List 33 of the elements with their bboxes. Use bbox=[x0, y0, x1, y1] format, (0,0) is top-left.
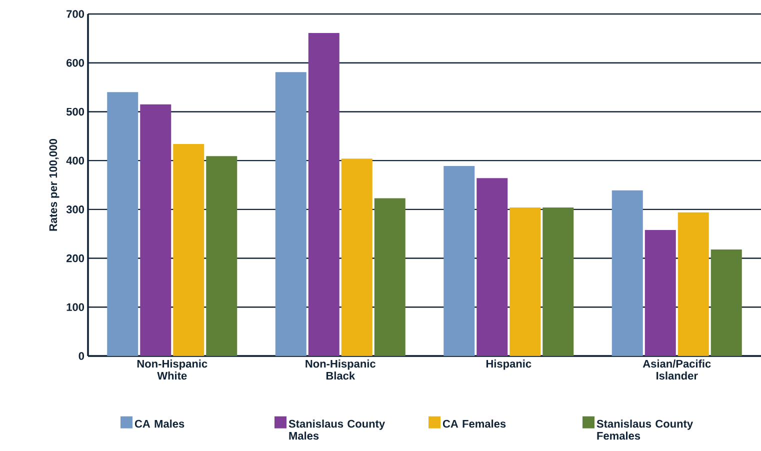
y-tick-label: 400 bbox=[66, 156, 84, 164]
y-tick-label: 100 bbox=[66, 303, 84, 312]
legend-label: Stanislaus County Males bbox=[288, 420, 386, 440]
y-tick-label: 500 bbox=[66, 108, 84, 116]
bar bbox=[644, 230, 676, 356]
x-tick-label: Asian/Pacific Islander bbox=[642, 360, 711, 380]
y-axis-title: Rates per 100,000 bbox=[49, 139, 60, 231]
bar bbox=[275, 72, 306, 356]
x-tick-label: Hispanic bbox=[486, 360, 532, 370]
legend-label: CA Males bbox=[134, 420, 184, 428]
y-tick-label: 700 bbox=[66, 10, 84, 18]
y-tick-label: 0 bbox=[78, 352, 84, 360]
legend-label: CA Females bbox=[442, 420, 506, 428]
bar bbox=[542, 207, 574, 356]
bar bbox=[107, 92, 138, 356]
bar bbox=[444, 166, 475, 356]
x-tick-label: Non-Hispanic Black bbox=[306, 360, 376, 380]
bar bbox=[173, 144, 204, 356]
bar bbox=[206, 156, 238, 356]
bar bbox=[612, 190, 643, 356]
bar bbox=[140, 104, 172, 356]
bar bbox=[374, 198, 406, 356]
bar bbox=[678, 212, 709, 356]
y-tick-label: 300 bbox=[66, 206, 84, 214]
legend-label: Stanislaus County Females bbox=[596, 420, 693, 440]
bar bbox=[476, 178, 508, 356]
bar bbox=[341, 158, 372, 356]
bar bbox=[510, 207, 541, 356]
y-tick-label: 600 bbox=[66, 58, 84, 67]
bar bbox=[710, 249, 742, 356]
bar bbox=[308, 33, 340, 356]
y-tick-label: 200 bbox=[66, 254, 84, 262]
x-tick-label: Non-Hispanic White bbox=[137, 360, 208, 380]
